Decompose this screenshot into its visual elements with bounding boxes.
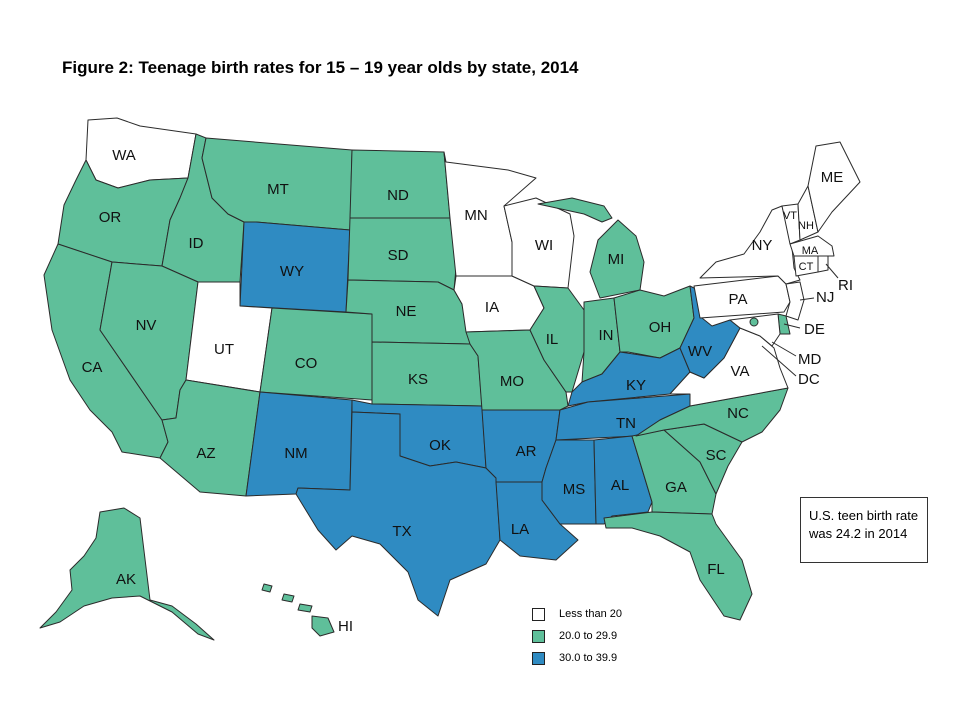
label-nj: NJ xyxy=(816,289,834,306)
state-nd xyxy=(349,149,451,219)
label-wa: WA xyxy=(112,147,136,164)
state-md xyxy=(729,313,781,347)
label-sc: SC xyxy=(706,447,727,464)
state-ma xyxy=(789,235,835,257)
label-in: IN xyxy=(599,327,614,344)
label-ny: NY xyxy=(752,237,773,254)
label-nc: NC xyxy=(727,405,749,422)
state-dc xyxy=(749,317,759,327)
map-title: Figure 2: Teenage birth rates for 15 – 1… xyxy=(62,58,579,77)
state-nj xyxy=(785,281,805,321)
label-ca: CA xyxy=(82,359,103,376)
label-ma: MA xyxy=(802,245,819,257)
label-ct: CT xyxy=(799,261,814,273)
label-ok: OK xyxy=(429,437,451,454)
label-ar: AR xyxy=(516,443,537,460)
state-nm xyxy=(245,391,353,497)
legend-swatch-mid xyxy=(532,629,545,643)
label-nh: NH xyxy=(798,220,814,232)
label-ia: IA xyxy=(485,299,499,316)
state-ri xyxy=(817,255,829,273)
legend-item-mid: 20.0 to 29.9 xyxy=(532,625,622,647)
legend-label-low: Less than 20 xyxy=(559,608,622,620)
label-oh: OH xyxy=(649,319,672,336)
label-mi: MI xyxy=(608,251,625,268)
label-sd: SD xyxy=(388,247,409,264)
legend: Less than 20 20.0 to 29.9 30.0 to 39.9 xyxy=(532,603,622,669)
state-hi xyxy=(261,583,335,637)
label-ms: MS xyxy=(563,481,586,498)
label-fl: FL xyxy=(707,561,725,578)
label-tn: TN xyxy=(616,415,636,432)
label-ky: KY xyxy=(626,377,646,394)
state-me xyxy=(807,141,861,233)
label-me: ME xyxy=(821,169,844,186)
label-mt: MT xyxy=(267,181,289,198)
label-pa: PA xyxy=(729,291,748,308)
legend-item-low: Less than 20 xyxy=(532,603,622,625)
label-nd: ND xyxy=(387,187,409,204)
state-mi xyxy=(537,197,645,299)
label-de: DE xyxy=(804,321,825,338)
state-il xyxy=(529,285,585,393)
label-md: MD xyxy=(798,351,821,368)
label-or: OR xyxy=(99,209,122,226)
state-labels: WA OR CA ID NV MT WY UT AZ CO NM ND SD N… xyxy=(82,147,853,635)
label-ut: UT xyxy=(214,341,234,358)
label-ri: RI xyxy=(838,277,853,294)
state-ak xyxy=(39,507,215,641)
leader-lines xyxy=(761,263,839,377)
legend-item-high: 30.0 to 39.9 xyxy=(532,647,622,669)
state-fl xyxy=(603,511,753,621)
label-tx: TX xyxy=(392,523,411,540)
label-ks: KS xyxy=(408,371,428,388)
note-line-2: was 24.2 in 2014 xyxy=(809,526,908,541)
state-wa xyxy=(85,117,197,189)
label-nm: NM xyxy=(284,445,307,462)
label-wi: WI xyxy=(535,237,553,254)
state-tx xyxy=(295,411,501,617)
label-dc: DC xyxy=(798,371,820,388)
label-ga: GA xyxy=(665,479,687,496)
note-line-1: U.S. teen birth rate xyxy=(809,508,919,523)
label-nv: NV xyxy=(136,317,157,334)
label-vt: VT xyxy=(783,210,797,222)
label-va: VA xyxy=(731,363,750,380)
label-mo: MO xyxy=(500,373,524,390)
legend-label-mid: 20.0 to 29.9 xyxy=(559,630,618,642)
label-az: AZ xyxy=(196,445,215,462)
us-rate-note: U.S. teen birth rate was 24.2 in 2014 xyxy=(800,497,928,563)
label-ak: AK xyxy=(116,571,136,588)
label-wy: WY xyxy=(280,263,304,280)
state-co xyxy=(259,307,373,401)
label-hi: HI xyxy=(338,618,353,635)
legend-swatch-high xyxy=(532,651,545,665)
label-il: IL xyxy=(546,331,559,348)
label-al: AL xyxy=(611,477,629,494)
label-mn: MN xyxy=(464,207,487,224)
label-co: CO xyxy=(295,355,318,372)
label-id: ID xyxy=(189,235,204,252)
label-wv: WV xyxy=(688,343,712,360)
legend-swatch-low xyxy=(532,607,545,621)
label-ne: NE xyxy=(396,303,417,320)
label-la: LA xyxy=(511,521,529,538)
legend-label-high: 30.0 to 39.9 xyxy=(559,652,618,664)
